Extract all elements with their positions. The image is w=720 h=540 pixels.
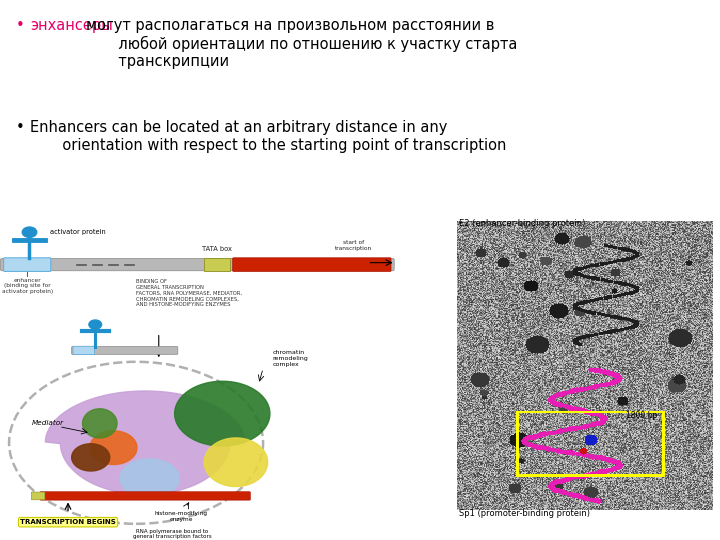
FancyBboxPatch shape [233,258,391,272]
Text: •: • [16,18,24,33]
FancyBboxPatch shape [4,258,51,272]
Polygon shape [175,381,270,446]
Text: Enhancers can be located at an arbitrary distance in any
       orientation with: Enhancers can be located at an arbitrary… [30,120,507,153]
Polygon shape [83,409,117,438]
Text: Mediator: Mediator [32,420,64,427]
Text: TATA box: TATA box [202,246,232,252]
Text: •: • [16,120,24,135]
Text: chromatin
remodeling
complex: chromatin remodeling complex [272,350,308,367]
FancyBboxPatch shape [204,258,230,271]
Text: activator protein: activator protein [50,228,106,234]
Polygon shape [90,431,137,464]
Polygon shape [204,438,268,487]
FancyBboxPatch shape [31,492,45,500]
FancyBboxPatch shape [1,259,394,271]
Text: могут располагаться на произвольном расстоянии в
       любой ориентации по отно: могут располагаться на произвольном расс… [86,18,518,69]
FancyBboxPatch shape [73,346,94,355]
Text: Sp1 (promoter-binding protein): Sp1 (promoter-binding protein) [459,509,590,518]
Text: RNA polymerase bound to
general transcription factors: RNA polymerase bound to general transcri… [133,529,212,539]
Circle shape [22,227,37,238]
Text: enhancer
(binding site for
activator protein): enhancer (binding site for activator pro… [1,278,53,294]
Text: 1800 bp: 1800 bp [626,411,658,420]
Text: histone-modifying
enzyme: histone-modifying enzyme [155,511,208,522]
Polygon shape [72,444,109,471]
Circle shape [89,320,102,329]
FancyBboxPatch shape [72,347,178,354]
Polygon shape [45,391,245,495]
Text: TRANSCRIPTION BEGINS: TRANSCRIPTION BEGINS [20,519,116,525]
Text: E2 (enhancer-binding protein): E2 (enhancer-binding protein) [459,219,585,228]
Text: энхансеры: энхансеры [30,18,113,33]
Text: start of
transcription: start of transcription [336,240,372,251]
Text: BINDING OF
GENERAL TRANSCRIPTION
FACTORS, RNA POLYMERASE, MEDIATOR,
CHROMATIN RE: BINDING OF GENERAL TRANSCRIPTION FACTORS… [136,279,242,307]
FancyBboxPatch shape [40,492,251,500]
Polygon shape [120,459,179,498]
